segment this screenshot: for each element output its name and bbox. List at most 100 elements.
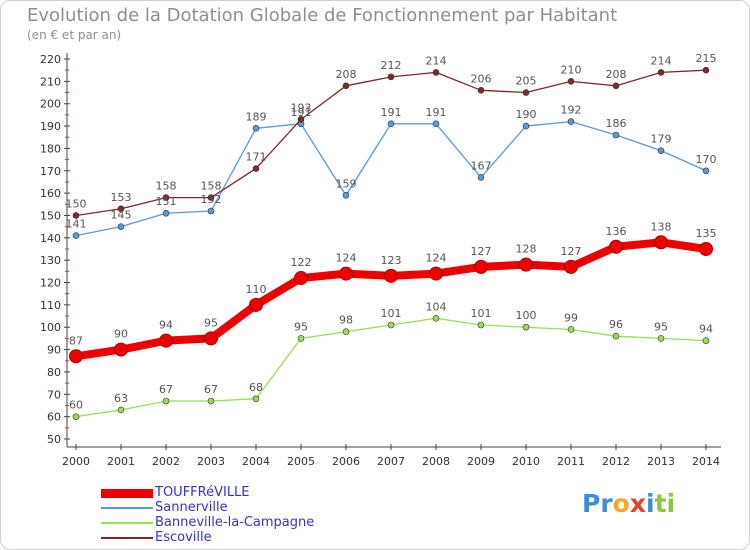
- data-point: [388, 322, 394, 328]
- y-tick: 140: [40, 232, 70, 245]
- data-point: [478, 87, 484, 93]
- series-line: [76, 70, 706, 215]
- data-point: [700, 243, 713, 256]
- data-label: 212: [381, 59, 402, 72]
- y-tick-label: 90: [47, 344, 61, 357]
- data-label: 208: [606, 68, 627, 81]
- legend-label: TOUFFRéVILLE: [155, 485, 250, 500]
- data-label: 189: [246, 110, 267, 123]
- data-label: 95: [654, 320, 668, 333]
- logo-letter: i: [646, 489, 655, 518]
- data-point: [205, 332, 218, 345]
- data-point: [658, 148, 664, 154]
- y-tick: 110: [40, 299, 70, 312]
- data-label: 179: [651, 133, 672, 146]
- y-tick: 170: [40, 165, 70, 178]
- data-label: 135: [696, 227, 717, 240]
- data-label: 186: [606, 117, 627, 130]
- y-tick-label: 200: [40, 98, 61, 111]
- legend-swatch: [101, 522, 153, 524]
- x-tick: 2011: [557, 444, 585, 468]
- x-tick: 2008: [422, 444, 450, 468]
- y-tick-label: 140: [40, 232, 61, 245]
- y-tick-label: 110: [40, 299, 61, 312]
- data-label: 171: [246, 151, 267, 164]
- data-label: 205: [516, 75, 537, 88]
- data-point: [343, 83, 349, 89]
- x-tick: 2003: [197, 444, 225, 468]
- data-point: [160, 334, 173, 347]
- x-tick: 2002: [152, 444, 180, 468]
- chart-frame: Evolution de la Dotation Globale de Fonc…: [0, 0, 750, 550]
- y-tick-label: 190: [40, 120, 61, 133]
- data-point: [613, 83, 619, 89]
- data-point: [208, 398, 214, 404]
- data-label: 141: [66, 218, 87, 231]
- legend-item: Banneville-la-Campagne: [101, 515, 361, 530]
- data-point: [118, 224, 124, 230]
- data-point: [703, 338, 709, 344]
- data-point: [343, 329, 349, 335]
- logo-letter: r: [600, 489, 612, 518]
- data-label: 170: [696, 153, 717, 166]
- data-label: 87: [69, 334, 83, 347]
- logo-letter: o: [613, 489, 630, 518]
- y-tick-label: 120: [40, 277, 61, 290]
- data-label: 191: [426, 106, 447, 119]
- data-point: [295, 272, 308, 285]
- x-tick: 2000: [62, 444, 90, 468]
- value-labels: 141145151 152189 191159191 191167190 1921861…: [66, 52, 717, 411]
- y-tick: 210: [40, 75, 70, 88]
- data-label: 101: [471, 307, 492, 320]
- data-label: 128: [516, 243, 537, 256]
- proxiti-logo: Proxiti: [582, 489, 675, 518]
- data-point: [613, 333, 619, 339]
- data-point: [478, 322, 484, 328]
- x-tick-label: 2001: [107, 455, 135, 468]
- data-point: [70, 350, 83, 363]
- x-tick: 2013: [647, 444, 675, 468]
- data-label: 127: [561, 245, 582, 258]
- data-point: [568, 78, 574, 84]
- data-point: [658, 335, 664, 341]
- legend: TOUFFRéVILLE Sannerville Banneville-la-Cam…: [101, 485, 361, 545]
- x-tick: 2006: [332, 444, 360, 468]
- data-label: 122: [291, 256, 312, 269]
- data-label: 214: [651, 54, 672, 67]
- data-label: 104: [426, 300, 447, 313]
- data-point: [73, 414, 79, 420]
- y-tick: 220: [40, 53, 70, 66]
- y-tick-label: 160: [40, 187, 61, 200]
- data-point: [658, 69, 664, 75]
- x-tick: 2014: [692, 444, 720, 468]
- data-point: [163, 398, 169, 404]
- data-label: 99: [564, 311, 578, 324]
- data-point: [613, 132, 619, 138]
- data-label: 167: [471, 159, 492, 172]
- data-point: [523, 123, 529, 129]
- data-point: [385, 269, 398, 282]
- data-label: 208: [336, 68, 357, 81]
- y-tick: 130: [40, 254, 70, 267]
- data-point: [475, 260, 488, 273]
- series-sannerville: [73, 119, 709, 239]
- data-label: 158: [156, 180, 177, 193]
- data-label: 94: [159, 319, 173, 332]
- x-tick-label: 2012: [602, 455, 630, 468]
- y-tick-label: 150: [40, 209, 61, 222]
- x-tick-label: 2004: [242, 455, 270, 468]
- data-label: 158: [201, 180, 222, 193]
- x-tick: 2010: [512, 444, 540, 468]
- x-tick: 2012: [602, 444, 630, 468]
- data-label: 101: [381, 307, 402, 320]
- line-chart: 5060708090100110120130140150160170180190…: [1, 1, 749, 549]
- x-tick-label: 2007: [377, 455, 405, 468]
- data-point: [253, 166, 259, 172]
- data-label: 124: [426, 252, 447, 265]
- data-point: [343, 192, 349, 198]
- data-point: [298, 335, 304, 341]
- data-label: 60: [69, 399, 83, 412]
- data-point: [610, 240, 623, 253]
- data-point: [340, 267, 353, 280]
- data-label: 123: [381, 254, 402, 267]
